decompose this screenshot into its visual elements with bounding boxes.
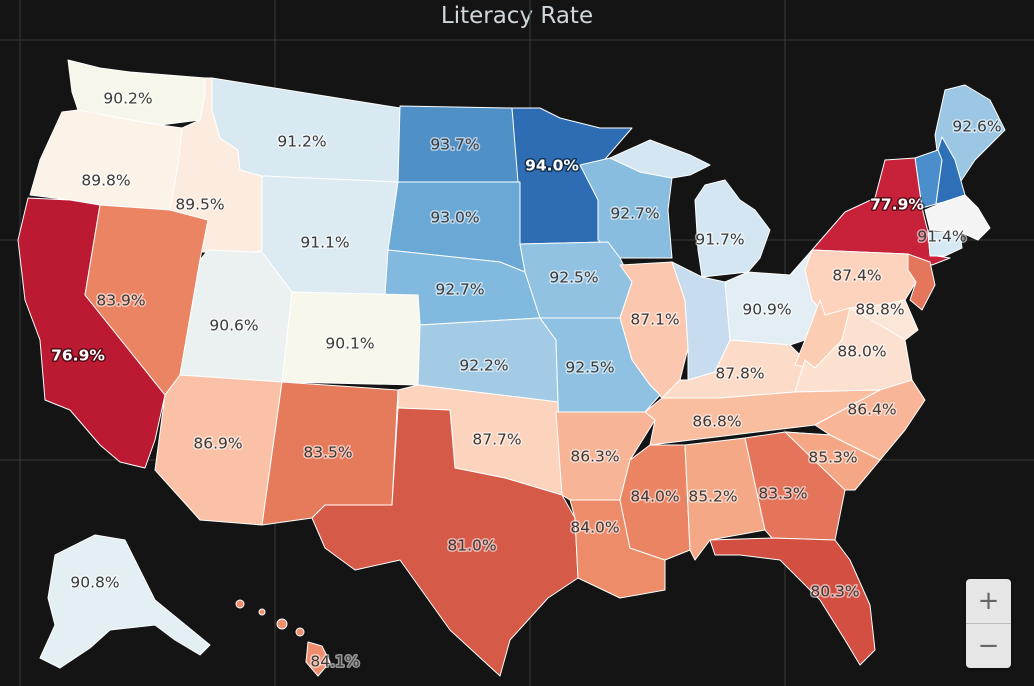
state-ma[interactable] (924, 194, 991, 241)
state-or[interactable] (29, 109, 183, 211)
state-value-label-tx: 81.0% (447, 537, 496, 555)
state-value-label-wi: 92.7% (610, 205, 659, 223)
state-value-label-va: 88.0% (837, 343, 886, 361)
state-value-label-ga: 83.3% (758, 485, 807, 503)
state-value-label-nd: 93.7% (430, 136, 479, 154)
state-ct[interactable] (927, 231, 963, 257)
state-value-label-tn: 86.8% (692, 413, 741, 431)
state-ak[interactable] (39, 534, 211, 669)
state-value-label-sc: 85.3% (808, 449, 857, 467)
state-value-label-mt: 91.2% (277, 133, 326, 151)
state-value-label-or: 89.8% (81, 172, 130, 190)
state-value-label-wa: 90.2% (103, 90, 152, 108)
state-value-label-md: 88.8% (855, 301, 904, 319)
state-value-label-ky: 87.8% (715, 365, 764, 383)
state-value-label-ca: 76.9% (51, 347, 105, 365)
state-value-label-mi: 91.7% (695, 231, 744, 249)
state-value-label-ok: 87.7% (472, 431, 521, 449)
state-value-label-nv: 83.9% (96, 292, 145, 310)
state-value-label-az: 86.9% (193, 435, 242, 453)
state-fl[interactable] (709, 537, 876, 666)
map-title: Literacy Rate (440, 3, 594, 29)
state-sc[interactable] (784, 431, 881, 491)
state-value-label-nc: 86.4% (847, 401, 896, 419)
state-value-label-la: 84.0% (570, 519, 619, 537)
state-value-label-hi: 84.1% (310, 653, 359, 671)
state-value-label-mn: 94.0% (525, 157, 579, 175)
state-value-label-me: 92.6% (952, 118, 1001, 136)
state-ms[interactable] (619, 444, 691, 561)
state-value-label-id: 89.5% (175, 196, 224, 214)
state-mt[interactable] (211, 77, 401, 183)
state-value-label-mo: 92.5% (565, 359, 614, 377)
state-value-label-ma: 91.4% (917, 228, 966, 246)
state-value-label-al: 85.2% (688, 488, 737, 506)
state-tx[interactable] (311, 407, 579, 677)
state-value-label-ak: 90.8% (70, 574, 119, 592)
state-mo[interactable] (539, 317, 661, 413)
state-value-label-sd: 93.0% (430, 209, 479, 227)
state-hi[interactable] (235, 599, 331, 677)
state-md[interactable] (849, 299, 919, 341)
state-value-label-ks: 92.2% (459, 357, 508, 375)
zoom-out-button[interactable]: − (977, 631, 1000, 661)
state-mi[interactable] (609, 139, 771, 278)
zoom-in-button[interactable]: + (977, 586, 1000, 616)
state-value-label-ne: 92.7% (435, 281, 484, 299)
state-value-label-oh: 90.9% (742, 301, 791, 319)
state-value-label-ny: 77.9% (870, 196, 924, 214)
state-value-label-ut: 90.6% (209, 317, 258, 335)
state-value-label-ms: 84.0% (630, 488, 679, 506)
zoom-divider (966, 623, 1011, 624)
state-value-label-pa: 87.4% (832, 267, 881, 285)
state-value-label-nm: 83.5% (303, 444, 352, 462)
state-value-label-ia: 92.5% (549, 269, 598, 287)
state-value-label-fl: 80.3% (810, 583, 859, 601)
state-value-label-ar: 86.3% (570, 448, 619, 466)
state-value-label-co: 90.1% (325, 335, 374, 353)
state-value-label-il: 87.1% (630, 311, 679, 329)
zoom-control: + − (966, 579, 1011, 668)
state-value-label-wy: 91.1% (300, 234, 349, 252)
